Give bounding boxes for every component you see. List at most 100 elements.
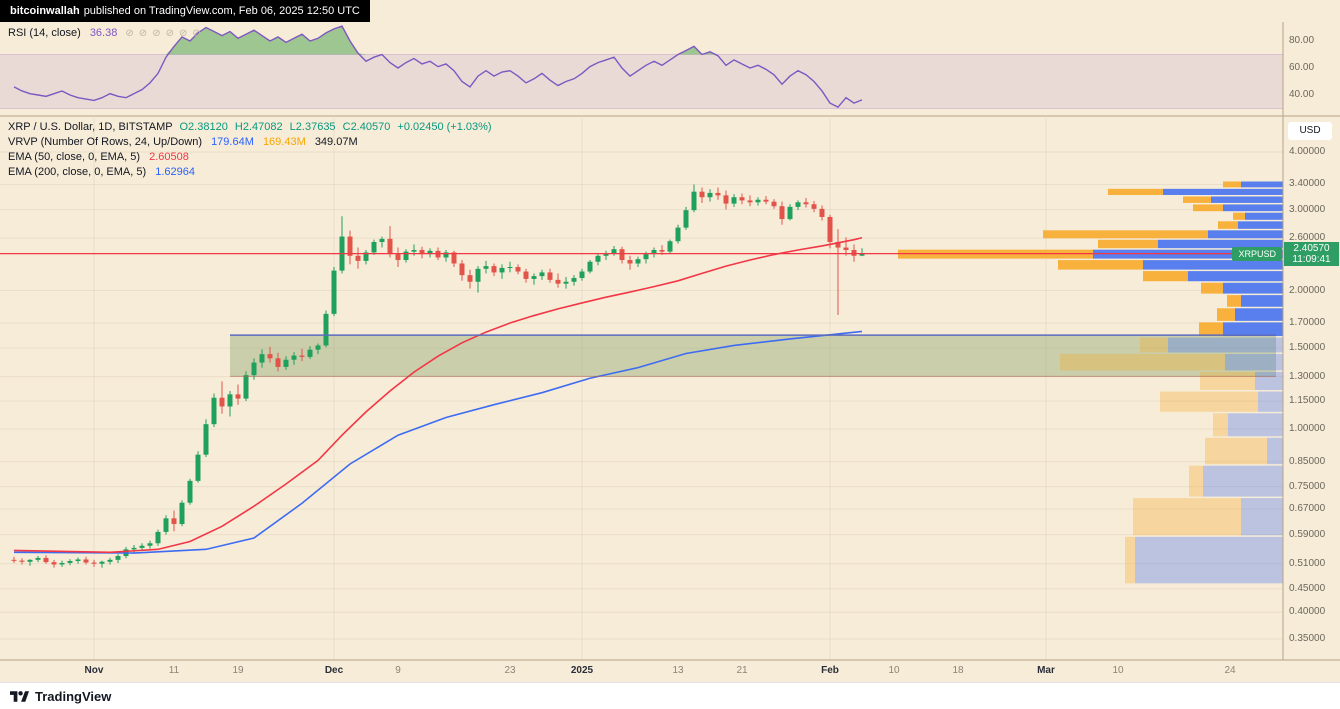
volume-profile-up-bar: [1135, 536, 1283, 584]
price-axis-label[interactable]: 0.59000: [1289, 528, 1326, 540]
candle: [675, 227, 681, 242]
time-axis-label[interactable]: 2025: [570, 665, 594, 676]
volume-profile-down-bar: [1060, 353, 1225, 371]
price-axis-label[interactable]: 0.85000: [1289, 455, 1326, 467]
price-axis-label[interactable]: 0.75000: [1289, 480, 1326, 492]
candle: [555, 279, 561, 284]
time-axis-label[interactable]: 10: [1112, 665, 1124, 676]
rsi-legend: RSI (14, close) 36.38 ⊘ ⊘ ⊘ ⊘ ⊘ ⊘: [8, 27, 201, 39]
indicator-action-icon[interactable]: ⊘: [125, 28, 134, 39]
candle: [27, 559, 33, 562]
volume-profile-down-bar: [1213, 413, 1228, 437]
symbol-title[interactable]: XRP / U.S. Dollar, 1D, BITSTAMP: [8, 121, 173, 133]
ema50-title[interactable]: EMA (50, close, 0, EMA, 5): [8, 151, 141, 163]
ohlc-close: C2.40570: [342, 121, 391, 133]
rsi-toolbar[interactable]: ⊘ ⊘ ⊘ ⊘ ⊘ ⊘: [120, 27, 200, 39]
time-axis-label[interactable]: Nov: [84, 665, 104, 676]
time-axis-label[interactable]: 11: [168, 665, 180, 676]
volume-profile-down-bar: [1133, 498, 1241, 536]
banner-text: published on TradingView.com, Feb 06, 20…: [83, 5, 360, 17]
time-axis-label[interactable]: 24: [1224, 665, 1236, 676]
indicator-action-icon[interactable]: ⊘: [178, 28, 188, 39]
price-axis-label[interactable]: 0.67000: [1289, 503, 1326, 515]
indicator-action-icon[interactable]: ⊘: [192, 28, 201, 39]
price-axis-label[interactable]: 2.00000: [1289, 284, 1326, 296]
candle: [803, 202, 809, 205]
time-axis-label[interactable]: 18: [952, 665, 964, 676]
candle: [611, 249, 617, 254]
price-axis-label[interactable]: 0.45000: [1289, 582, 1326, 594]
time-axis-label[interactable]: 23: [504, 665, 516, 676]
vrvp-total-volume: 349.07M: [314, 136, 358, 148]
candle: [179, 502, 185, 525]
price-axis-label[interactable]: 4.00000: [1289, 146, 1326, 157]
time-axis-label[interactable]: 21: [736, 665, 748, 676]
candle: [323, 313, 329, 346]
volume-profile-down-bar: [1233, 212, 1245, 220]
candle: [395, 254, 401, 261]
price-axis-label[interactable]: 0.51000: [1289, 557, 1326, 569]
bar-countdown: 11:09:41: [1292, 254, 1331, 266]
volume-profile-up-bar: [1203, 465, 1283, 497]
candle: [731, 197, 737, 204]
currency-toggle[interactable]: USD: [1288, 122, 1332, 140]
price-axis-label[interactable]: 0.40000: [1289, 606, 1326, 618]
indicator-action-icon[interactable]: ⊘: [165, 28, 174, 39]
candle: [291, 355, 297, 360]
ohlc-low: L2.37635: [289, 121, 336, 133]
candle: [331, 270, 337, 314]
price-axis-label[interactable]: 3.40000: [1289, 178, 1326, 190]
candle: [147, 543, 153, 546]
candle: [171, 518, 177, 525]
time-axis-label[interactable]: 9: [395, 665, 401, 676]
tradingview-logo-icon[interactable]: [10, 688, 29, 705]
time-axis-label[interactable]: 10: [888, 665, 900, 676]
time-axis-label[interactable]: Feb: [821, 665, 839, 676]
vrvp-up-volume: 179.64M: [211, 136, 254, 148]
candle: [667, 241, 673, 252]
volume-profile-up-bar: [1143, 260, 1283, 270]
rsi-line: [13, 25, 863, 109]
price-axis-label[interactable]: 2.60000: [1289, 232, 1326, 244]
last-price-value: 2.40570: [1293, 243, 1330, 255]
candle: [475, 268, 481, 282]
vrvp-title[interactable]: VRVP (Number Of Rows, 24, Up/Down): [8, 136, 202, 148]
price-axis-label[interactable]: 1.30000: [1289, 370, 1326, 382]
price-axis-label[interactable]: 1.15000: [1289, 395, 1326, 407]
volume-profile-down-bar: [1205, 437, 1267, 465]
candle: [235, 394, 241, 399]
indicator-action-icon[interactable]: ⊘: [152, 28, 161, 39]
price-axis-label[interactable]: 3.00000: [1289, 203, 1326, 215]
price-axis-label[interactable]: 0.35000: [1289, 632, 1326, 644]
volume-profile-down-bar: [1143, 271, 1188, 282]
time-axis-label[interactable]: Dec: [324, 665, 344, 676]
rsi-axis-label[interactable]: 60.00: [1289, 62, 1315, 73]
volume-profile-down-bar: [1183, 196, 1211, 203]
tradingview-brand[interactable]: TradingView: [35, 688, 112, 704]
candle: [363, 252, 369, 261]
ema200-title[interactable]: EMA (200, close, 0, EMA, 5): [8, 166, 147, 178]
rsi-axis-label[interactable]: 80.00: [1289, 35, 1315, 46]
indicator-action-icon[interactable]: ⊘: [138, 28, 148, 39]
volume-profile-down-bar: [1200, 371, 1255, 391]
candle: [131, 547, 137, 550]
candle: [259, 354, 265, 363]
rsi-axis-label[interactable]: 40.00: [1289, 89, 1315, 100]
price-axis-label[interactable]: 1.70000: [1289, 317, 1326, 329]
time-axis-label[interactable]: 19: [232, 665, 244, 676]
volume-profile-down-bar: [1098, 239, 1158, 249]
candle: [755, 199, 761, 203]
time-axis-label[interactable]: Mar: [1037, 665, 1055, 676]
support-zone[interactable]: [230, 335, 1276, 377]
price-axis-label[interactable]: 1.50000: [1289, 342, 1326, 354]
vrvp-legend: VRVP (Number Of Rows, 24, Up/Down) 179.6…: [8, 136, 358, 148]
candle: [387, 238, 393, 255]
candle: [843, 247, 849, 250]
candle: [19, 560, 25, 562]
candle: [347, 236, 353, 256]
rsi-legend-title[interactable]: RSI (14, close): [8, 27, 81, 39]
price-axis-label[interactable]: 1.00000: [1289, 423, 1326, 435]
volume-profile-up-bar: [1241, 295, 1283, 307]
time-axis-label[interactable]: 13: [672, 665, 684, 676]
